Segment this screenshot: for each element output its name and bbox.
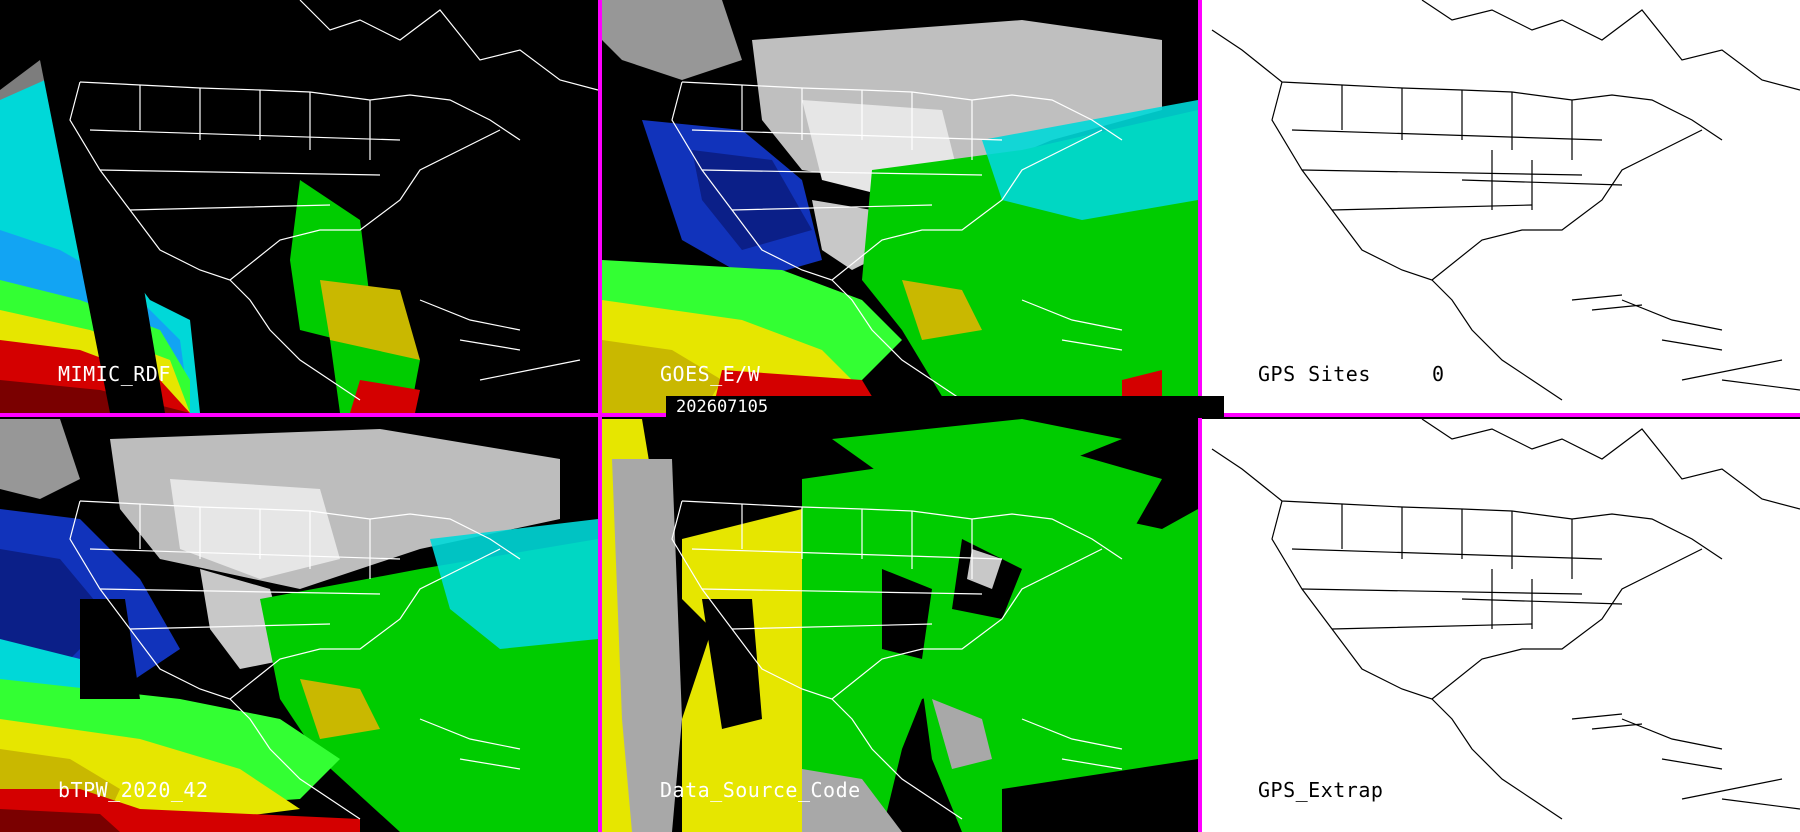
goes-ew-map <box>602 0 1198 413</box>
panel-mimic-rdf: MIMIC_RDF <box>0 0 598 413</box>
timestamp-label: 202607105 <box>666 396 1224 418</box>
panel-gps-sites: GPS Sites 0 <box>1202 0 1800 413</box>
panel-label: MIMIC_RDF <box>58 362 171 386</box>
panel-label: Data_Source_Code <box>660 778 861 802</box>
gps-extrap-map <box>1211 419 1800 820</box>
panel-label: bTPW_2020_42 <box>58 778 209 802</box>
panel-goes-ew: GOES_E/W <box>602 0 1198 413</box>
panel-data-source-code: Data_Source_Code <box>602 419 1198 832</box>
panel-label: GPS_Extrap <box>1258 778 1384 802</box>
panel-gps-extrap: GPS_Extrap <box>1202 419 1800 832</box>
data-source-code-map <box>602 419 1198 832</box>
gps-sites-count: 0 <box>1432 362 1445 386</box>
panel-label: GPS Sites <box>1258 362 1371 386</box>
panel-label: GOES_E/W <box>660 362 761 386</box>
gps-sites-map <box>1211 0 1800 401</box>
panel-btpw: bTPW_2020_42 <box>0 419 598 832</box>
mimic-rdf-map <box>0 0 598 413</box>
btpw-map <box>0 419 598 832</box>
